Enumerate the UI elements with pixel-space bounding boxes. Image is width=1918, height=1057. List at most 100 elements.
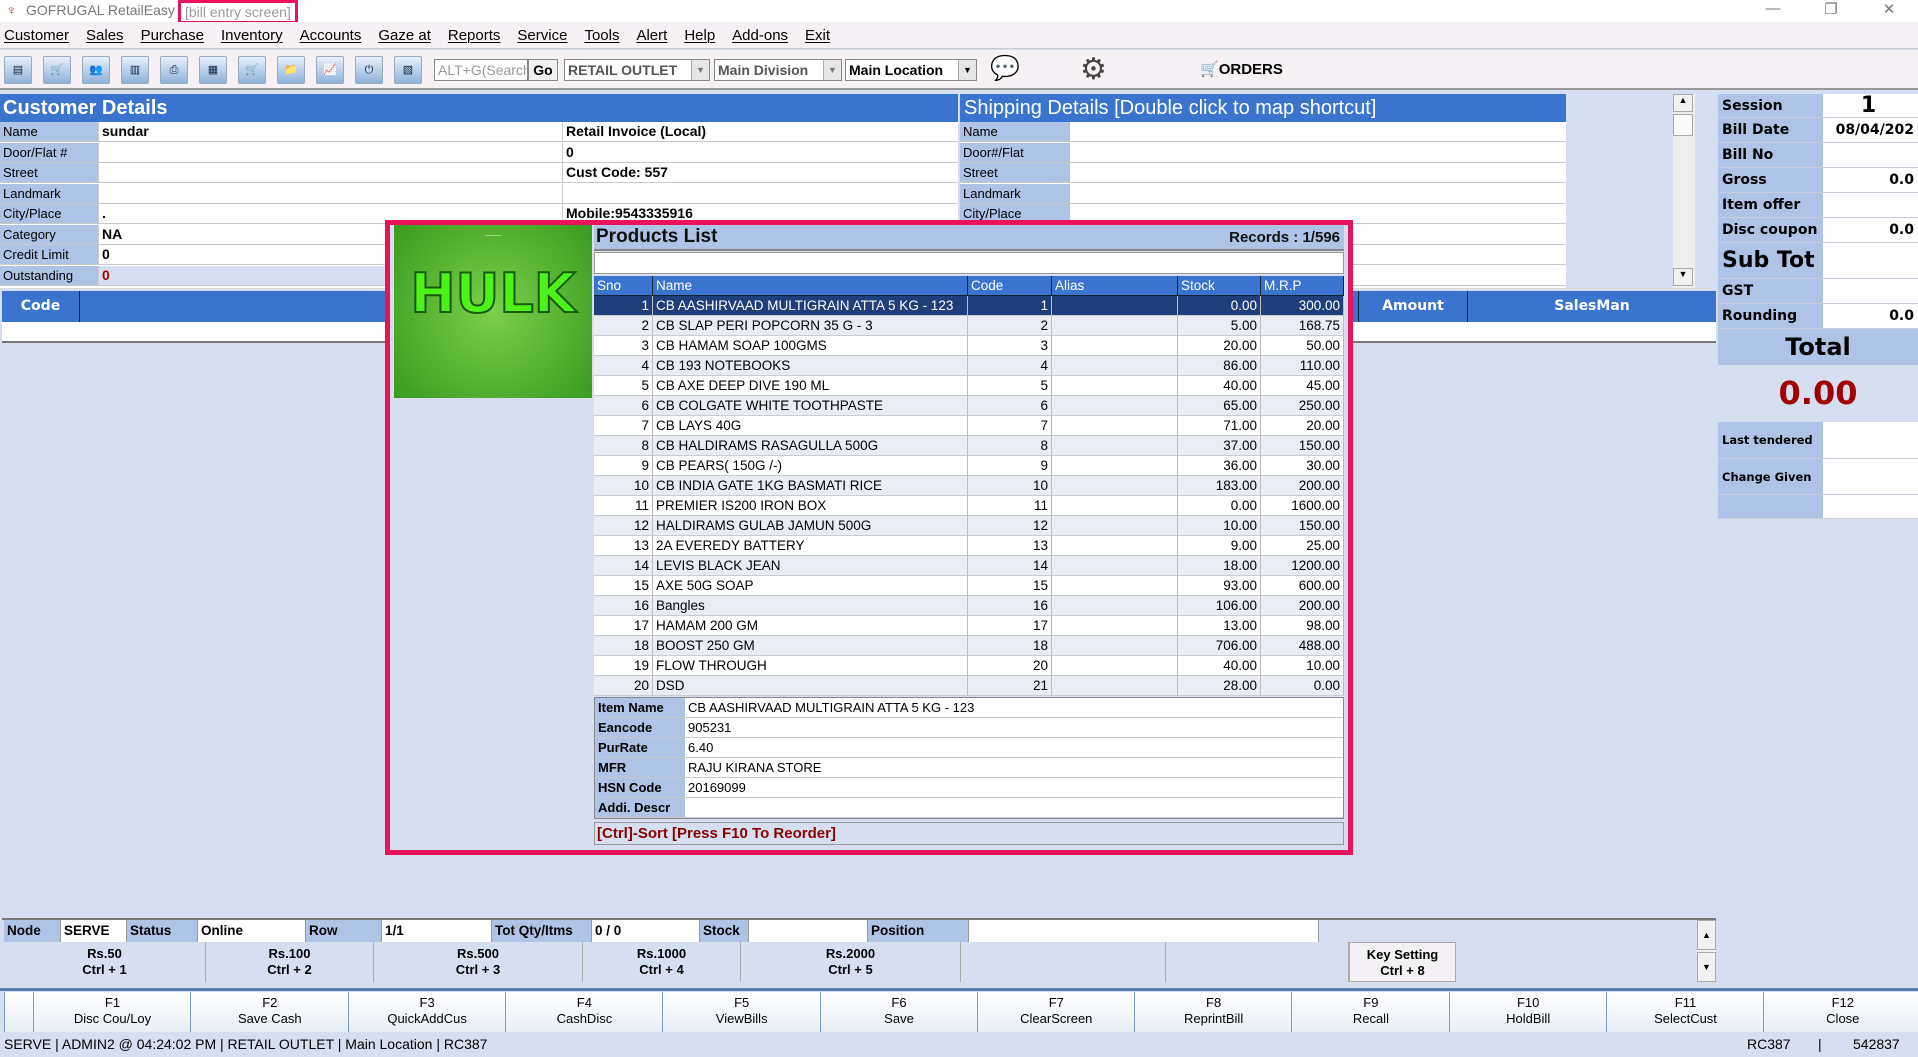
shortcut-button[interactable]: Key Setting Ctrl + 8 xyxy=(1349,942,1456,982)
menu-help[interactable]: Help xyxy=(684,26,716,44)
gear-icon[interactable]: ⚙ xyxy=(1080,53,1107,86)
restore-button[interactable]: ❐ xyxy=(1824,1,1838,18)
cart-doc-icon[interactable]: 🛒 xyxy=(238,56,266,84)
shipping-field-value[interactable] xyxy=(1070,122,1566,142)
scroll-down-icon[interactable]: ▼ xyxy=(1697,952,1716,982)
product-row[interactable]: 1 CB AASHIRVAAD MULTIGRAIN ATTA 5 KG - 12… xyxy=(594,296,1344,316)
shipping-field-value[interactable] xyxy=(1070,143,1566,163)
division-select[interactable]: Main Division ▼ xyxy=(714,59,842,81)
shipping-details-title[interactable]: Shipping Details [Double click to map sh… xyxy=(960,94,1566,122)
chart-icon[interactable]: 📈 xyxy=(316,56,344,84)
shortcut-button[interactable]: Rs.500 Ctrl + 3 xyxy=(374,942,583,982)
product-row[interactable]: 14 LEVIS BLACK JEAN 14 18.00 1200.00 xyxy=(594,556,1344,576)
orders-button[interactable]: 🛒ORDERS xyxy=(1200,60,1283,78)
products-col-code[interactable]: Code xyxy=(968,276,1052,296)
col-amount[interactable]: Amount xyxy=(1358,291,1468,322)
fkey-f10-button[interactable]: F10 HoldBill xyxy=(1448,992,1607,1032)
fkey-f6-button[interactable]: F6 Save xyxy=(819,992,978,1032)
menu-purchase[interactable]: Purchase xyxy=(140,26,204,44)
product-row[interactable]: 3 CB HAMAM SOAP 100GMS 3 20.00 50.00 xyxy=(594,336,1344,356)
products-col-mrp[interactable]: M.R.P xyxy=(1261,276,1344,296)
scroll-up-icon[interactable]: ▲ xyxy=(1697,920,1716,950)
menu-add-ons[interactable]: Add-ons xyxy=(732,26,789,44)
menu-alert[interactable]: Alert xyxy=(636,26,668,44)
chat-icon[interactable]: 💬 xyxy=(990,55,1020,82)
product-row[interactable]: 6 CB COLGATE WHITE TOOTHPASTE 6 65.00 250.00 xyxy=(594,396,1344,416)
customer-field-value[interactable]: sundar xyxy=(98,122,562,142)
product-row[interactable]: 2 CB SLAP PERI POPCORN 35 G - 3 2 5.00 168.7… xyxy=(594,316,1344,336)
menu-inventory[interactable]: Inventory xyxy=(220,26,283,44)
scroll-thumb[interactable] xyxy=(1673,114,1693,136)
fkey-f2-button[interactable]: F2 Save Cash xyxy=(190,992,349,1032)
product-row[interactable]: 19 FLOW THROUGH 20 40.00 10.00 xyxy=(594,656,1344,676)
fkey-f9-button[interactable]: F9 Recall xyxy=(1291,992,1450,1032)
products-col-stock[interactable]: Stock xyxy=(1178,276,1261,296)
document-icon[interactable]: ▦ xyxy=(199,56,227,84)
close-window-button[interactable]: ✕ xyxy=(1882,1,1896,18)
cart-bill-icon[interactable]: 🛒 xyxy=(43,56,71,84)
fkey-f4-button[interactable]: F4 CashDisc xyxy=(504,992,663,1032)
shortcut-button[interactable]: Rs.1000 Ctrl + 4 xyxy=(583,942,741,982)
shortcut-scrollbar[interactable]: ▲ ▼ xyxy=(1697,920,1716,982)
menu-service[interactable]: Service xyxy=(517,26,568,44)
product-row[interactable]: 11 PREMIER IS200 IRON BOX 11 0.00 1600.00 xyxy=(594,496,1344,516)
products-col-alias[interactable]: Alias xyxy=(1052,276,1178,296)
customer-field-value[interactable] xyxy=(98,142,562,163)
exit-icon[interactable]: ⏻ xyxy=(355,56,383,84)
scroll-down-icon[interactable]: ▼ xyxy=(1673,268,1693,286)
product-row[interactable]: 18 BOOST 250 GM 18 706.00 488.00 xyxy=(594,636,1344,656)
product-row[interactable]: 17 HAMAM 200 GM 17 13.00 98.00 xyxy=(594,616,1344,636)
menu-gaze-at[interactable]: Gaze at xyxy=(378,26,431,44)
product-row[interactable]: 7 CB LAYS 40G 7 71.00 20.00 xyxy=(594,416,1344,436)
shortcut-button[interactable] xyxy=(961,942,1166,982)
fkey-f12-button[interactable]: F12 Close xyxy=(1763,992,1918,1032)
bill-icon[interactable]: ▤ xyxy=(4,56,32,84)
location-select[interactable]: Main Location ▼ xyxy=(845,59,977,81)
outlet-select[interactable]: RETAIL OUTLET ▼ xyxy=(564,59,710,81)
go-button[interactable]: Go xyxy=(528,59,558,81)
product-row[interactable]: 12 HALDIRAMS GULAB JAMUN 500G 12 10.00 150.0… xyxy=(594,516,1344,536)
customer-field-value[interactable] xyxy=(98,183,562,204)
col-salesman[interactable]: SalesMan xyxy=(1554,298,1630,314)
menu-accounts[interactable]: Accounts xyxy=(299,26,362,44)
fkey-f5-button[interactable]: F5 ViewBills xyxy=(662,992,821,1032)
products-col-name[interactable]: Name xyxy=(653,276,968,296)
product-row[interactable]: 10 CB INDIA GATE 1KG BASMATI RICE 10 183.00… xyxy=(594,476,1344,496)
shortcut-button[interactable]: Rs.100 Ctrl + 2 xyxy=(206,942,374,982)
product-row[interactable]: 8 CB HALDIRAMS RASAGULLA 500G 8 37.00 150.00 xyxy=(594,436,1344,456)
shipping-scrollbar[interactable]: ▲ ▼ xyxy=(1673,94,1695,288)
menu-exit[interactable]: Exit xyxy=(805,26,831,44)
customer-field-value[interactable]: 0 xyxy=(98,245,562,265)
shipping-field-value[interactable] xyxy=(1070,184,1566,204)
product-search-input[interactable] xyxy=(594,252,1344,274)
customer-field-value[interactable]: NA xyxy=(98,224,562,245)
shortcut-button[interactable] xyxy=(1166,942,1349,982)
menu-reports[interactable]: Reports xyxy=(447,26,501,44)
col-code[interactable]: Code xyxy=(2,291,80,322)
fkey-f3-button[interactable]: F3 QuickAddCus xyxy=(347,992,506,1032)
fkey-f11-button[interactable]: F11 SelectCust xyxy=(1606,992,1764,1032)
folder-icon[interactable]: 📁 xyxy=(277,56,305,84)
shortcut-button[interactable]: Rs.2000 Ctrl + 5 xyxy=(741,942,961,982)
customer-icon[interactable]: 👥 xyxy=(82,56,110,84)
barcode-icon[interactable]: ▥ xyxy=(121,56,149,84)
customer-field-value[interactable]: . xyxy=(98,204,562,224)
product-row[interactable]: 16 Bangles 16 106.00 200.00 xyxy=(594,596,1344,616)
scroll-up-icon[interactable]: ▲ xyxy=(1673,94,1693,112)
product-row[interactable]: 4 CB 193 NOTEBOOKS 4 86.00 110.00 xyxy=(594,356,1344,376)
minimize-button[interactable]: — xyxy=(1765,0,1781,17)
fkey-f8-button[interactable]: F8 ReprintBill xyxy=(1134,992,1293,1032)
product-row[interactable]: 9 CB PEARS( 150G /-) 9 36.00 30.00 xyxy=(594,456,1344,476)
customer-field-value[interactable] xyxy=(98,163,562,183)
products-col-sno[interactable]: Sno xyxy=(594,276,653,296)
print-icon[interactable]: ⎙ xyxy=(160,56,188,84)
report-icon[interactable]: ▧ xyxy=(394,56,422,84)
fkey-f7-button[interactable]: F7 ClearScreen xyxy=(976,992,1135,1032)
search-input[interactable]: ALT+G(Search xyxy=(434,59,531,81)
shipping-field-value[interactable] xyxy=(1070,163,1566,183)
menu-customer[interactable]: Customer xyxy=(4,26,70,44)
menu-tools[interactable]: Tools xyxy=(584,26,620,44)
shortcut-button[interactable]: Rs.50 Ctrl + 1 xyxy=(4,942,206,982)
menu-sales[interactable]: Sales xyxy=(86,26,124,44)
product-row[interactable]: 13 2A EVEREDY BATTERY 13 9.00 25.00 xyxy=(594,536,1344,556)
